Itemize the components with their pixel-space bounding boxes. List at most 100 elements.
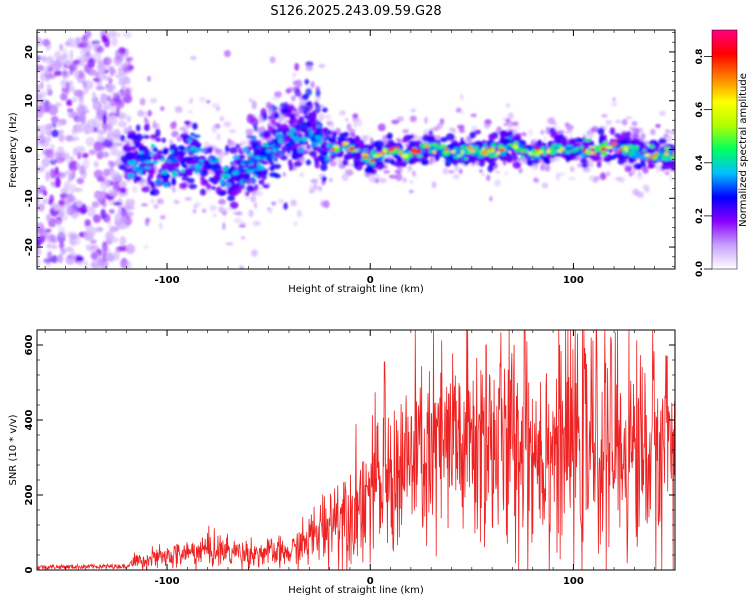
- noise-blob: [96, 129, 107, 135]
- hotspot-blob: [432, 150, 437, 155]
- band-blob: [280, 108, 289, 114]
- core-blob: [242, 179, 247, 184]
- noise-blob: [45, 124, 53, 131]
- band-blob: [126, 152, 135, 158]
- noise-blob: [43, 257, 53, 264]
- core-blob: [262, 157, 267, 161]
- core-blob: [160, 158, 166, 162]
- core-blob: [461, 155, 465, 161]
- core-blob: [172, 158, 179, 163]
- halo-blob: [223, 121, 232, 128]
- halo-blob: [132, 185, 138, 193]
- noise-blob: [55, 218, 62, 227]
- noise-blob: [45, 40, 52, 51]
- band-blob: [318, 154, 324, 161]
- core-blob: [323, 137, 328, 141]
- halo-blob: [233, 217, 242, 224]
- core-blob: [297, 149, 305, 153]
- noise-blob: [93, 160, 99, 168]
- band-blob: [604, 154, 610, 161]
- halo-blob: [617, 176, 626, 183]
- hotspot-blob: [535, 147, 540, 151]
- halo-blob: [541, 182, 549, 189]
- noise-blob: [57, 253, 64, 264]
- noise-blob: [96, 45, 105, 54]
- band-blob: [581, 162, 589, 168]
- noise-blob: [103, 56, 112, 66]
- halo-blob: [645, 141, 650, 145]
- core-blob: [476, 154, 485, 158]
- band-blob: [502, 132, 511, 138]
- halo-blob: [568, 176, 576, 181]
- core-blob: [174, 168, 180, 172]
- band-blob: [236, 144, 241, 149]
- hotspot-blob: [581, 149, 587, 152]
- noise-blob: [64, 246, 74, 253]
- noise-blob: [37, 152, 41, 159]
- halo-blob: [435, 135, 442, 142]
- noise-blob: [125, 243, 136, 255]
- hotspot-blob: [556, 149, 563, 153]
- band-blob: [307, 121, 312, 127]
- band-blob: [149, 189, 155, 196]
- noise-blob: [55, 176, 61, 188]
- hotspot-blob: [649, 154, 657, 158]
- noise-blob: [97, 135, 105, 144]
- plume-blob: [245, 128, 253, 136]
- band-blob: [271, 128, 277, 135]
- noise-blob: [41, 157, 50, 168]
- y-tick-label: 200: [24, 485, 35, 506]
- halo-blob: [267, 207, 271, 211]
- halo-blob: [218, 198, 226, 205]
- band-blob: [225, 145, 230, 153]
- noise-blob: [107, 65, 115, 73]
- noise-blob: [75, 161, 81, 169]
- halo-blob: [179, 127, 187, 131]
- core-blob: [580, 152, 585, 158]
- halo-blob: [170, 121, 177, 130]
- band-blob: [550, 131, 559, 139]
- noise-blob: [91, 40, 101, 45]
- halo-blob: [458, 128, 465, 133]
- band-blob: [183, 156, 193, 163]
- core-blob: [631, 146, 640, 151]
- band-blob: [119, 187, 127, 194]
- core-blob: [524, 148, 529, 154]
- core-blob: [194, 164, 202, 170]
- halo-blob: [245, 194, 250, 200]
- noise-blob: [122, 79, 129, 85]
- band-blob: [251, 142, 256, 148]
- noise-blob: [50, 255, 59, 263]
- noise-blob: [93, 141, 103, 152]
- plume-blob: [296, 79, 303, 88]
- core-blob: [307, 127, 312, 131]
- noise-blob: [91, 263, 101, 268]
- band-blob: [230, 190, 239, 197]
- noise-blob: [58, 133, 65, 143]
- noise-blob: [45, 148, 53, 159]
- noise-blob: [86, 245, 96, 252]
- noise-blob: [44, 197, 50, 204]
- halo-blob: [192, 209, 197, 214]
- halo-blob: [239, 221, 247, 225]
- noise-blob: [89, 69, 98, 77]
- core-blob: [223, 176, 229, 180]
- halo-blob: [190, 55, 197, 61]
- plume-blob: [251, 100, 257, 110]
- halo-blob: [409, 115, 417, 123]
- noise-blob: [69, 49, 74, 61]
- noise-blob: [38, 91, 47, 99]
- band-blob: [376, 159, 384, 166]
- band-blob: [320, 163, 328, 172]
- core-blob: [215, 157, 220, 163]
- snr-ticks: -100 0 100 0 200 400 600: [24, 329, 676, 587]
- noise-blob: [78, 97, 84, 106]
- hotspot-blob: [425, 145, 430, 149]
- band-blob: [172, 161, 180, 170]
- halo-blob: [615, 119, 622, 124]
- noise-blob: [75, 255, 84, 262]
- halo-blob: [544, 164, 551, 172]
- plume-blob: [294, 62, 300, 71]
- halo-blob: [507, 112, 514, 120]
- core-blob: [211, 157, 217, 162]
